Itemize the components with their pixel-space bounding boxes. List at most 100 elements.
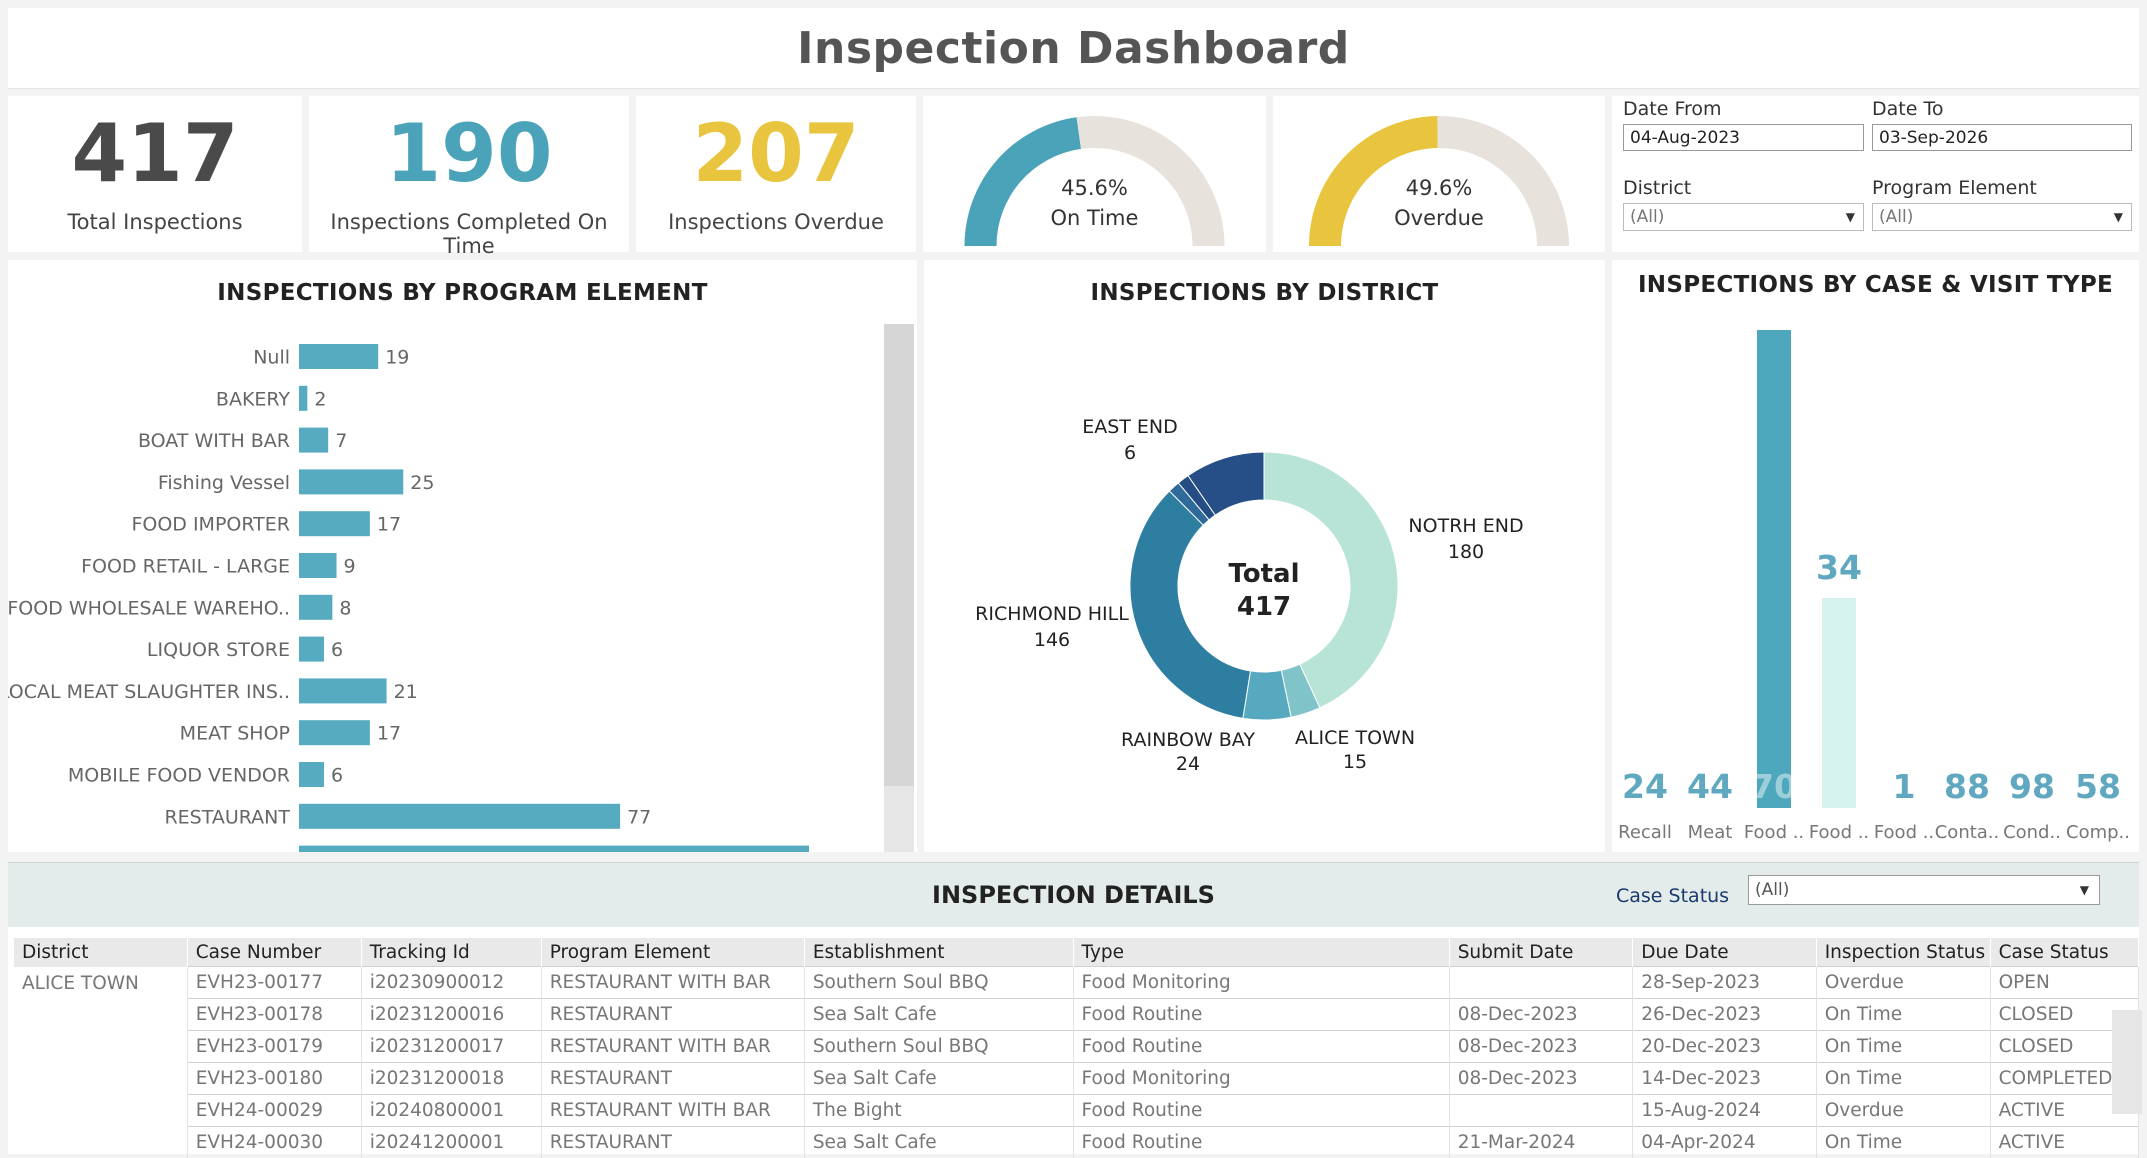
program-category-label: RESTAURANT bbox=[164, 806, 290, 828]
program-bar[interactable] bbox=[299, 720, 370, 745]
gauge-on-time: 45.6% On Time bbox=[923, 96, 1266, 252]
program-bar[interactable] bbox=[299, 804, 620, 829]
visit-value-label: 24 bbox=[1622, 767, 1668, 806]
program-category-label: FOOD IMPORTER bbox=[131, 514, 290, 536]
district-filter-label: District bbox=[1623, 177, 1691, 199]
table-cell: 08-Dec-2023 bbox=[1449, 1031, 1633, 1063]
program-bar[interactable] bbox=[299, 762, 324, 787]
col-case-number[interactable]: Case Number bbox=[187, 938, 361, 967]
gauge-overdue-label: Overdue bbox=[1273, 206, 1605, 230]
program-filter-select[interactable]: (All) ▼ bbox=[1872, 203, 2132, 231]
program-bar[interactable] bbox=[299, 469, 403, 494]
table-cell: OPEN bbox=[1990, 967, 2138, 999]
visit-bar[interactable] bbox=[1757, 330, 1791, 808]
program-category-label: Null bbox=[253, 347, 290, 369]
table-cell: EVH23-00177 bbox=[187, 967, 361, 999]
kpi-total-value: 417 bbox=[8, 114, 302, 194]
program-bar[interactable] bbox=[299, 678, 387, 703]
visit-value-label: 88 bbox=[1944, 767, 1990, 806]
col-establishment[interactable]: Establishment bbox=[804, 938, 1073, 967]
details-header: INSPECTION DETAILS Case Status (All) ▼ bbox=[8, 862, 2139, 927]
col-due-date[interactable]: Due Date bbox=[1633, 938, 1817, 967]
table-cell: Sea Salt Cafe bbox=[804, 1127, 1073, 1158]
visit-value-label: 44 bbox=[1687, 767, 1733, 806]
table-cell: Southern Soul BBQ bbox=[804, 967, 1073, 999]
program-chart-scroll-thumb[interactable] bbox=[884, 324, 914, 786]
table-header-row: District Case Number Tracking Id Program… bbox=[14, 938, 2139, 967]
col-type[interactable]: Type bbox=[1073, 938, 1449, 967]
table-cell: Sea Salt Cafe bbox=[804, 999, 1073, 1031]
program-bar[interactable] bbox=[299, 553, 337, 578]
program-category-label: FOOD RETAIL - LARGE bbox=[81, 556, 290, 578]
kpi-overdue-label: Inspections Overdue bbox=[636, 210, 916, 234]
visit-category-label: Meat bbox=[1688, 822, 1733, 843]
table-cell: EVH23-00178 bbox=[187, 999, 361, 1031]
table-cell: RESTAURANT bbox=[541, 1063, 804, 1095]
table-cell: 08-Dec-2023 bbox=[1449, 999, 1633, 1031]
program-bar[interactable] bbox=[299, 595, 332, 620]
table-cell: RESTAURANT WITH BAR bbox=[541, 967, 804, 999]
district-slice-label: RICHMOND HILL bbox=[975, 603, 1129, 625]
program-chart-scrollbar[interactable] bbox=[884, 324, 914, 852]
program-bar-partial[interactable] bbox=[299, 846, 809, 852]
col-tracking-id[interactable]: Tracking Id bbox=[361, 938, 541, 967]
date-from-input[interactable]: 04-Aug-2023 bbox=[1623, 124, 1864, 151]
district-filter-select[interactable]: (All) ▼ bbox=[1623, 203, 1864, 231]
program-category-label: LIQUOR STORE bbox=[147, 639, 290, 661]
col-district[interactable]: District bbox=[14, 938, 187, 967]
table-cell: 21-Mar-2024 bbox=[1449, 1127, 1633, 1158]
col-submit-date[interactable]: Submit Date bbox=[1449, 938, 1633, 967]
program-value-label: 7 bbox=[335, 430, 347, 452]
program-value-label: 9 bbox=[344, 556, 356, 578]
title-bar: Inspection Dashboard bbox=[8, 8, 2139, 89]
program-category-label: MOBILE FOOD VENDOR bbox=[68, 765, 290, 787]
visit-value-label: 98 bbox=[2009, 767, 2055, 806]
chevron-down-icon: ▼ bbox=[2114, 204, 2123, 230]
program-bar[interactable] bbox=[299, 386, 307, 411]
details-scrollbar[interactable] bbox=[2112, 1010, 2142, 1114]
program-value-label: 25 bbox=[410, 472, 434, 494]
visit-bar[interactable] bbox=[1822, 598, 1856, 808]
table-cell: i20231200017 bbox=[361, 1031, 541, 1063]
program-filter-label: Program Element bbox=[1872, 177, 2037, 199]
table-cell: Sea Salt Cafe bbox=[804, 1063, 1073, 1095]
visit-value-label: 58 bbox=[2075, 767, 2121, 806]
program-value-label: 6 bbox=[331, 639, 343, 661]
program-value-label: 17 bbox=[377, 514, 401, 536]
program-category-label: MEAT SHOP bbox=[180, 723, 290, 745]
district-slice-label: EAST END bbox=[1082, 416, 1178, 438]
table-cell: Food Routine bbox=[1073, 1095, 1449, 1127]
col-program-element[interactable]: Program Element bbox=[541, 938, 804, 967]
program-bar[interactable] bbox=[299, 511, 370, 536]
gauge-on-time-pct: 45.6% bbox=[923, 176, 1266, 200]
program-value-label: 8 bbox=[339, 597, 351, 619]
case-status-select[interactable]: (All) ▼ bbox=[1748, 875, 2100, 905]
donut-center-label: Total bbox=[1228, 559, 1299, 589]
table-cell: Food Routine bbox=[1073, 1127, 1449, 1158]
program-bar[interactable] bbox=[299, 637, 324, 662]
col-case-status[interactable]: Case Status bbox=[1990, 938, 2138, 967]
visit-value-label: 34 bbox=[1816, 548, 1862, 587]
program-category-label: BAKERY bbox=[216, 388, 290, 410]
table-cell: RESTAURANT bbox=[541, 1127, 804, 1158]
program-bar[interactable] bbox=[299, 428, 328, 453]
col-inspection-status[interactable]: Inspection Status bbox=[1816, 938, 1990, 967]
program-bar[interactable] bbox=[299, 344, 378, 369]
program-value-label: 21 bbox=[394, 681, 418, 703]
date-to-input[interactable]: 03-Sep-2026 bbox=[1872, 124, 2132, 151]
district-slice-label: NOTRH END bbox=[1408, 515, 1523, 537]
table-cell: 08-Dec-2023 bbox=[1449, 1063, 1633, 1095]
program-value-label: 77 bbox=[627, 806, 651, 828]
kpi-on-time-label: Inspections Completed On Time bbox=[309, 210, 629, 258]
district-slice[interactable] bbox=[1130, 491, 1250, 718]
table-cell: The Bight bbox=[804, 1095, 1073, 1127]
